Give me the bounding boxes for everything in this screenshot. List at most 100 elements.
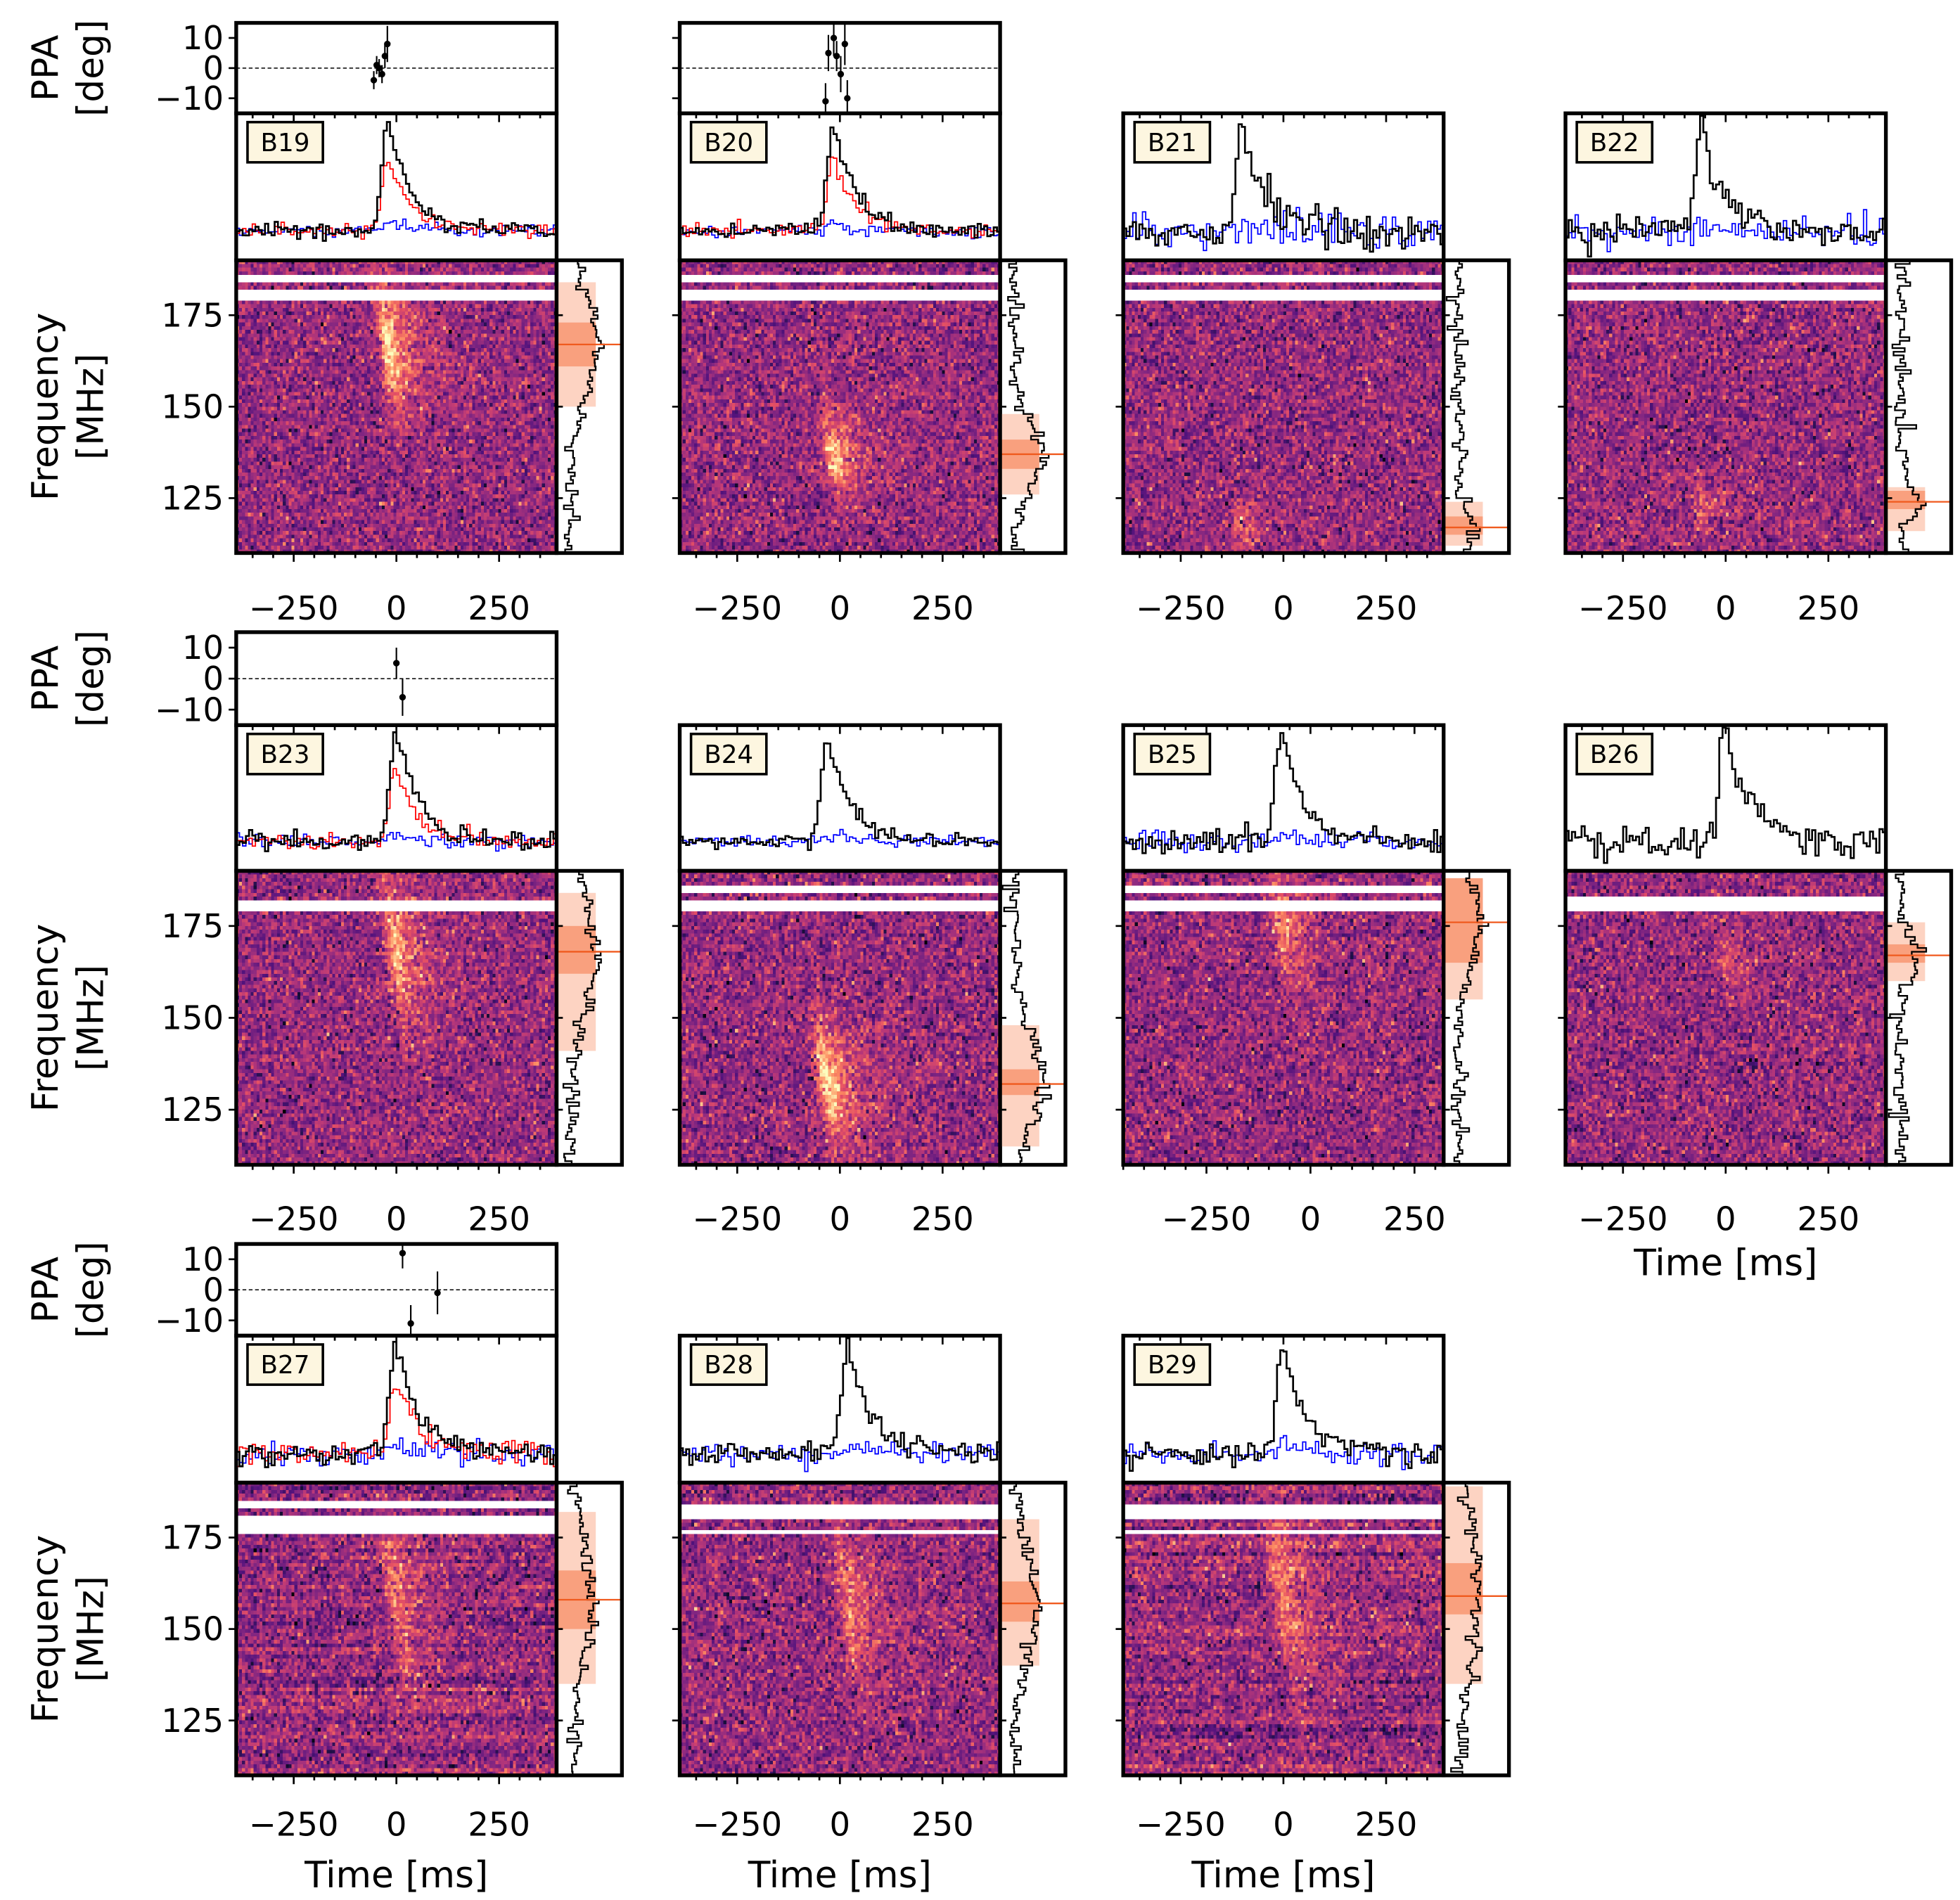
time-axis-label: Time [ms]	[1191, 1854, 1375, 1896]
burst-label-box	[689, 1343, 768, 1386]
ppa-point	[399, 693, 406, 701]
circular-pol-profile	[1123, 1434, 1444, 1470]
ppa-point	[407, 1320, 414, 1327]
ppa-axis-unit: [deg]	[70, 630, 112, 727]
ppa-point	[370, 77, 378, 84]
circular-pol-profile	[679, 828, 1001, 848]
dynamic-spectrum-heatmap	[1123, 260, 1444, 553]
burst-label-box	[1133, 1343, 1212, 1386]
ppa-axis-label: PPA	[25, 1257, 67, 1323]
time-tick-label: 0	[1273, 1806, 1294, 1844]
band-inner-shade	[1885, 490, 1926, 510]
linear-pol-profile	[236, 768, 557, 850]
ppa-point	[393, 660, 400, 667]
spectrum-line	[1008, 1482, 1043, 1776]
burst-label: B24	[704, 740, 753, 769]
time-tick-label: −250	[249, 1806, 339, 1844]
burst-label-box	[246, 120, 324, 164]
panel-b26: −250 0 250 B26	[1558, 723, 1954, 1238]
freq-tick-label: 125	[161, 1702, 224, 1740]
ppa-frame	[677, 20, 1002, 115]
ppa-point	[376, 65, 383, 72]
ppa-point	[830, 34, 838, 41]
dynamic-spectrum-heatmap	[1123, 871, 1444, 1165]
total-intensity-profile	[679, 742, 1001, 852]
profile-frame	[677, 723, 1002, 873]
ppa-point	[825, 49, 832, 57]
freq-tick-label: 125	[161, 1091, 224, 1129]
ppa-tick-label: −10	[155, 79, 224, 117]
time-tick-label: 250	[1355, 1806, 1418, 1844]
time-tick-label: 0	[1300, 1200, 1321, 1238]
spectrum-line	[1450, 1482, 1483, 1776]
ppa-frame	[234, 630, 559, 727]
time-tick-label: 250	[1355, 589, 1418, 627]
freq-tick-label: 150	[161, 999, 224, 1037]
dynamic-spectrum-heatmap	[236, 871, 557, 1165]
time-tick-label: 0	[830, 1200, 851, 1238]
circular-pol-profile	[1565, 209, 1886, 252]
freq-tick-label: 175	[161, 1519, 224, 1557]
ppa-point	[381, 53, 388, 60]
total-intensity-profile	[679, 126, 1001, 239]
time-tick-label: 250	[468, 1200, 530, 1238]
burst-label-box	[1133, 732, 1212, 776]
ppa-axis-unit: [deg]	[70, 20, 112, 117]
burst-label-box	[246, 1343, 324, 1386]
time-tick-label: −250	[249, 1200, 339, 1238]
panel-b21: −250 0 250 B21	[1115, 111, 1511, 627]
profile-frame	[677, 1333, 1002, 1485]
ppa-tick-label: 0	[203, 660, 224, 698]
ppa-axis-unit: [deg]	[70, 1241, 112, 1338]
freq-tick-label: 150	[161, 387, 224, 425]
dynamic-spectrum-heatmap	[236, 260, 557, 553]
total-intensity-profile	[679, 1337, 1001, 1466]
total-intensity-profile	[1123, 123, 1444, 253]
burst-label-box	[689, 120, 768, 164]
time-tick-label: 0	[386, 589, 407, 627]
spectrum-line	[1001, 871, 1052, 1165]
time-tick-label: −250	[1162, 1200, 1252, 1238]
time-axis-label: Time [ms]	[748, 1854, 932, 1896]
linear-pol-profile	[236, 1388, 557, 1468]
circular-pol-profile	[1123, 829, 1444, 854]
time-tick-label: −250	[693, 589, 783, 627]
time-tick-label: 0	[830, 589, 851, 627]
time-axis-label: Time [ms]	[304, 1854, 488, 1896]
dynamic-spectrum-heatmap	[236, 1482, 557, 1776]
time-tick-label: −250	[1136, 1806, 1226, 1844]
ppa-point	[844, 95, 851, 102]
ppa-frame	[234, 1242, 559, 1338]
ppa-point	[434, 1289, 441, 1297]
burst-label: B29	[1148, 1351, 1197, 1380]
dynamic-spectrum-heatmap	[679, 1482, 1001, 1776]
burst-label: B20	[704, 129, 753, 158]
total-intensity-profile	[236, 731, 557, 852]
ppa-tick-label: −10	[155, 691, 224, 728]
panel-b29: −250 0 250 B29	[1115, 1333, 1511, 1844]
time-tick-label: 250	[911, 1200, 974, 1238]
time-tick-label: −250	[249, 589, 339, 627]
ppa-point	[822, 98, 829, 105]
burst-label-box	[246, 732, 324, 776]
band-inner-shade	[1885, 944, 1926, 963]
time-tick-label: 250	[468, 589, 530, 627]
time-tick-label: 0	[830, 1806, 851, 1844]
time-tick-label: 250	[911, 589, 974, 627]
spectrum-line	[566, 1482, 600, 1776]
freq-axis-label: Frequency	[25, 1535, 67, 1724]
freq-tick-label: 150	[161, 1610, 224, 1648]
ppa-frame	[234, 20, 559, 115]
ppa-axis-label: PPA	[25, 35, 67, 102]
linear-pol-profile	[679, 156, 1001, 239]
time-tick-label: 0	[1273, 589, 1294, 627]
ppa-point	[837, 70, 845, 78]
burst-label: B21	[1148, 129, 1197, 158]
freq-axis-unit: [MHz]	[70, 965, 112, 1071]
freq-axis-label: Frequency	[25, 924, 67, 1112]
ppa-tick-label: 10	[182, 629, 224, 667]
total-intensity-profile	[1123, 1349, 1444, 1472]
time-tick-label: 0	[386, 1806, 407, 1844]
